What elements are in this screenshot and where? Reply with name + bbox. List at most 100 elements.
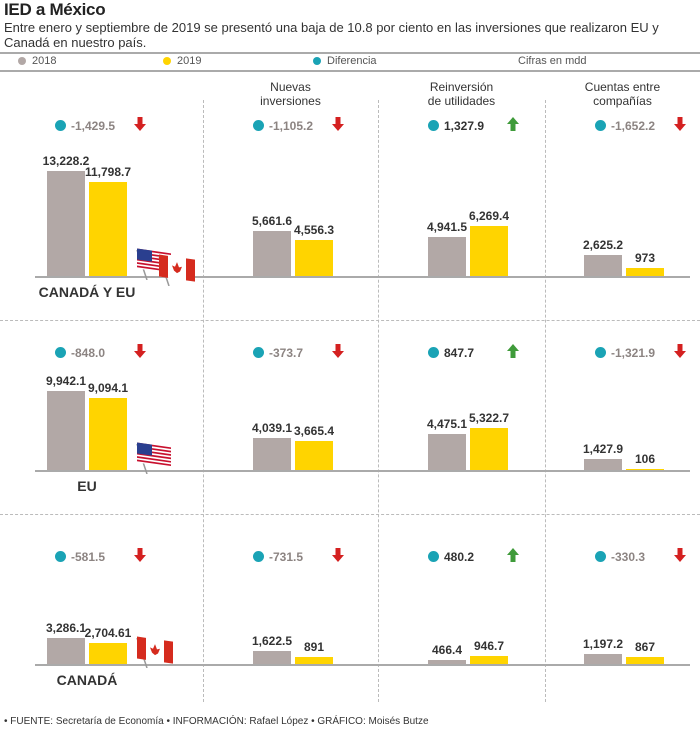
diff-dot-icon: [55, 551, 66, 562]
arrow-down-icon: [332, 344, 344, 361]
arrow-up-icon: [507, 117, 519, 134]
arrow-down-icon: [134, 117, 146, 134]
difference-value: -330.3: [611, 549, 646, 564]
bar-2019: [89, 642, 127, 664]
difference: -581.5: [55, 548, 146, 565]
column-header: Reinversión de utilidades: [427, 80, 496, 108]
legend-diff-label: Diferencia: [327, 55, 377, 67]
value-label-2019: 6,269.4: [468, 209, 510, 224]
difference: -1,652.2: [595, 117, 686, 134]
column-divider: [378, 100, 379, 702]
difference-value: -1,652.2: [611, 118, 656, 133]
bar-2018: [253, 437, 291, 470]
arrow-down-icon: [674, 117, 686, 134]
value-label-2019: 5,322.7: [468, 410, 510, 425]
bar-2018: [428, 434, 466, 470]
value-label-2018: 4,039.1: [251, 420, 293, 435]
arrow-down-icon: [674, 548, 686, 565]
value-label-2018: 466.4: [431, 643, 463, 658]
chart-subtitle: Entre enero y septiembre de 2019 se pres…: [4, 20, 659, 50]
bar-2018: [47, 391, 85, 470]
diff-dot-icon: [253, 551, 264, 562]
flag-ca-icon: [133, 634, 177, 673]
bar-2019: [89, 182, 127, 276]
difference: -848.0: [55, 344, 146, 361]
difference: -330.3: [595, 548, 686, 565]
baseline: [35, 276, 690, 278]
legend-2018: 2018: [18, 55, 56, 67]
row-label: CANADÁ Y EU: [38, 284, 136, 300]
dot-2018-icon: [18, 57, 26, 65]
baseline: [35, 470, 690, 472]
value-label-2019: 867: [634, 640, 656, 655]
flag-ca-icon: [155, 252, 199, 291]
arrow-down-icon: [134, 548, 146, 565]
difference: 480.2: [428, 548, 519, 565]
bar-2018: [47, 637, 85, 664]
value-label-2018: 5,661.6: [251, 214, 293, 229]
dot-diff-icon: [313, 57, 321, 65]
bar-2019: [626, 469, 664, 470]
column-header: Nuevas inversiones: [260, 80, 321, 108]
row-label: CANADÁ: [56, 672, 118, 688]
bar-2019: [295, 239, 333, 276]
difference-value: -581.5: [71, 549, 106, 564]
bar-2018: [584, 654, 622, 664]
difference: -731.5: [253, 548, 344, 565]
diff-dot-icon: [253, 120, 264, 131]
difference: 1,327.9: [428, 117, 519, 134]
legend-2019: 2019: [163, 55, 201, 67]
bar-2019: [626, 268, 664, 276]
dot-2019-icon: [163, 57, 171, 65]
difference: -1,105.2: [253, 117, 344, 134]
value-label-2019: 973: [634, 251, 656, 266]
difference: -1,321.9: [595, 344, 686, 361]
value-label-2018: 1,197.2: [582, 637, 624, 652]
difference: -373.7: [253, 344, 344, 361]
value-label-2018: 4,941.5: [426, 219, 468, 234]
bar-2018: [253, 651, 291, 664]
difference-value: -731.5: [269, 549, 304, 564]
row-divider: [0, 320, 700, 321]
diff-dot-icon: [595, 347, 606, 358]
bar-2019: [89, 397, 127, 470]
value-label-2019: 946.7: [473, 639, 505, 654]
diff-dot-icon: [55, 120, 66, 131]
flag-us-icon: [133, 440, 177, 479]
diff-dot-icon: [428, 551, 439, 562]
difference-value: -1,105.2: [269, 118, 314, 133]
difference-value: 847.7: [444, 345, 475, 360]
legend: 2018 2019 Diferencia Cifras en mdd: [0, 52, 700, 72]
arrow-down-icon: [674, 344, 686, 361]
value-label-2018: 9,942.1: [45, 374, 87, 389]
bar-2018: [584, 458, 622, 470]
column-divider: [203, 100, 204, 702]
row-divider: [0, 514, 700, 515]
units-note: Cifras en mdd: [518, 55, 587, 67]
value-label-2018: 1,427.9: [582, 441, 624, 456]
bar-2018: [428, 660, 466, 664]
value-label-2019: 106: [634, 452, 656, 466]
value-label-2019: 11,798.7: [84, 165, 132, 180]
diff-dot-icon: [595, 551, 606, 562]
difference-value: -1,429.5: [71, 118, 116, 133]
bar-2019: [470, 226, 508, 276]
bar-2018: [47, 170, 85, 276]
diff-dot-icon: [55, 347, 66, 358]
diff-dot-icon: [253, 347, 264, 358]
bar-2018: [253, 231, 291, 276]
diff-dot-icon: [428, 347, 439, 358]
legend-2018-label: 2018: [32, 55, 57, 67]
chart-title: IED a México: [4, 0, 106, 19]
difference: -1,429.5: [55, 117, 146, 134]
row-label: EU: [77, 478, 97, 494]
arrow-up-icon: [507, 548, 519, 565]
legend-2019-label: 2019: [177, 55, 202, 67]
difference: 847.7: [428, 344, 519, 361]
value-label-2019: 4,556.3: [293, 222, 335, 237]
value-label-2019: 2,704.61: [84, 625, 132, 640]
value-label-2018: 1,622.5: [251, 634, 293, 649]
arrow-down-icon: [332, 548, 344, 565]
value-label-2019: 9,094.1: [87, 380, 129, 395]
bar-2018: [428, 236, 466, 276]
